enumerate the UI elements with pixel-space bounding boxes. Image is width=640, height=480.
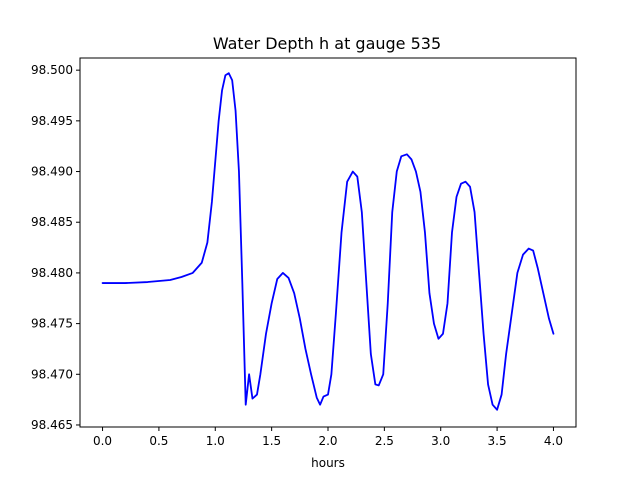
y-tick-label: 98.490 bbox=[31, 165, 73, 179]
x-tick-label: 2.0 bbox=[318, 434, 337, 448]
plot-area bbox=[101, 72, 555, 411]
y-tick-label: 98.480 bbox=[31, 266, 73, 280]
y-tick-label: 98.470 bbox=[31, 367, 73, 381]
y-tick-label: 98.495 bbox=[31, 114, 73, 128]
x-tick-label: 4.0 bbox=[544, 434, 563, 448]
y-tick-label: 98.475 bbox=[31, 317, 73, 331]
x-tick-label: 0.0 bbox=[93, 434, 112, 448]
x-axis-label: hours bbox=[311, 456, 345, 470]
x-tick-label: 1.0 bbox=[206, 434, 225, 448]
x-tick-label: 3.5 bbox=[488, 434, 507, 448]
y-tick-label: 98.500 bbox=[31, 63, 73, 77]
plot-frame bbox=[79, 57, 577, 428]
y-tick-label: 98.485 bbox=[31, 215, 73, 229]
y-axis: 98.465 98.470 98.475 98.480 98.485 98.490 98.4… bbox=[31, 63, 80, 432]
chart-title: Water Depth h at gauge 535 bbox=[213, 34, 441, 53]
y-tick-label: 98.465 bbox=[31, 418, 73, 432]
series-line bbox=[101, 72, 555, 411]
x-axis: 0.0 0.5 1.0 1.5 2.0 2.5 3.0 3.5 4.0 bbox=[93, 427, 563, 448]
x-tick-label: 2.5 bbox=[375, 434, 394, 448]
x-tick-label: 1.5 bbox=[262, 434, 281, 448]
x-tick-label: 3.0 bbox=[431, 434, 450, 448]
x-tick-label: 0.5 bbox=[149, 434, 168, 448]
